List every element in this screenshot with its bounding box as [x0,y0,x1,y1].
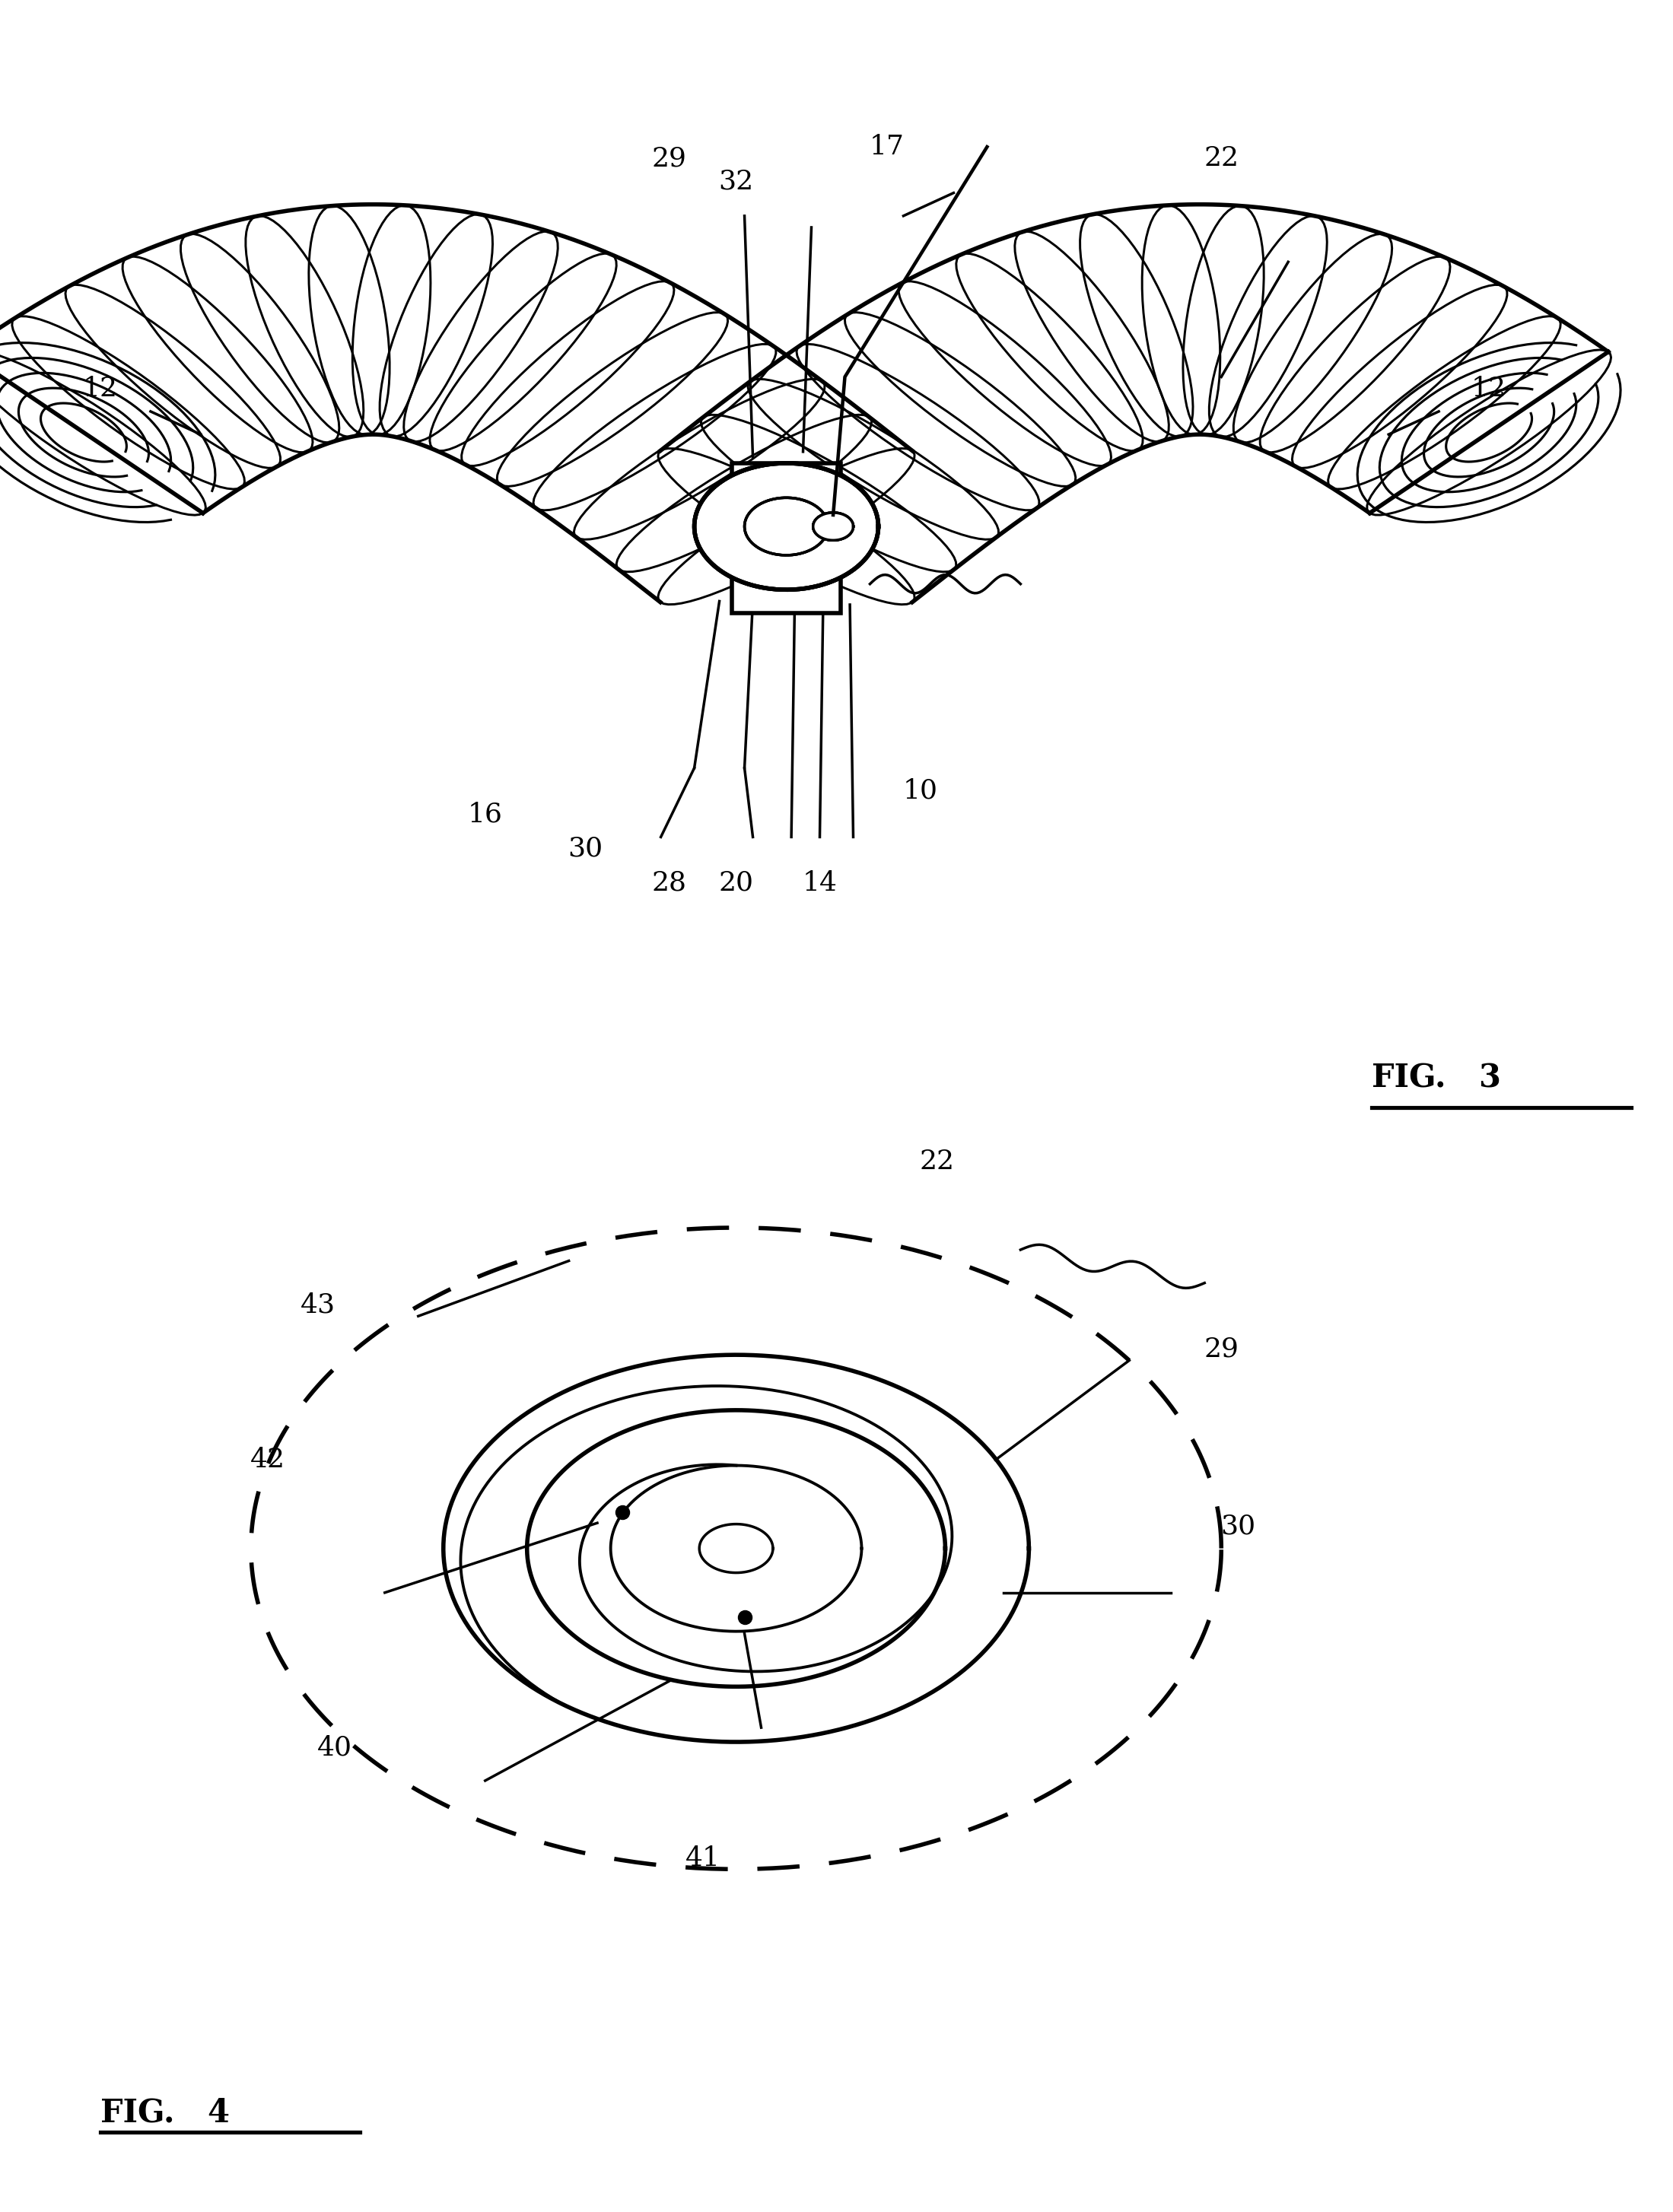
Text: 17: 17 [870,135,903,159]
Text: 42: 42 [251,1447,284,1473]
Text: 22: 22 [920,1148,954,1175]
Polygon shape [694,462,878,591]
Text: FIG.   3: FIG. 3 [1372,1062,1501,1095]
Bar [733,462,840,613]
Text: 16: 16 [468,801,502,827]
Polygon shape [699,1524,773,1573]
Text: 30: 30 [569,836,602,860]
Text: 41: 41 [686,1845,719,1871]
Polygon shape [813,513,853,540]
Text: 12: 12 [84,376,117,400]
Text: 20: 20 [719,869,753,896]
Text: FIG.   4: FIG. 4 [100,2097,229,2128]
Text: 30: 30 [1221,1513,1255,1540]
Text: 32: 32 [719,168,753,195]
Text: 43: 43 [301,1292,335,1318]
Text: 40: 40 [318,1734,351,1761]
Text: 29: 29 [1205,1336,1238,1363]
Text: 14: 14 [803,869,836,896]
Text: 12: 12 [1472,376,1506,400]
Polygon shape [813,513,853,540]
Text: 29: 29 [652,146,686,170]
Text: 10: 10 [903,779,937,803]
Text: 22: 22 [1205,146,1238,170]
Text: 28: 28 [652,869,686,896]
